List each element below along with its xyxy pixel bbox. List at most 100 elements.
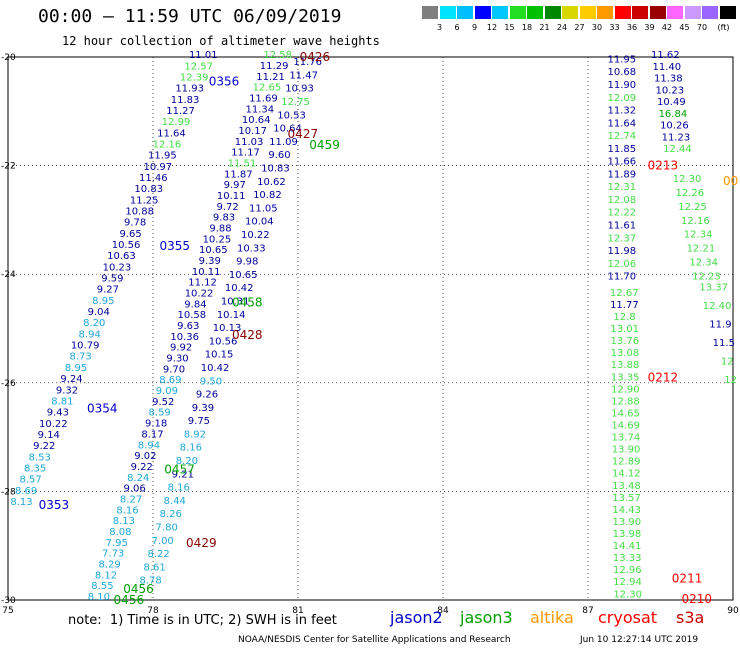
swh-value: 12.90: [611, 384, 640, 395]
legend-swatch: [562, 6, 578, 19]
swh-value: 8.10: [88, 592, 110, 603]
swh-value: 12: [724, 375, 737, 386]
swh-value: 12.08: [608, 195, 637, 206]
swh-value: 10.31: [221, 296, 250, 307]
swh-value: 13.35: [611, 372, 640, 383]
swh-value: 11.66: [608, 157, 637, 168]
legend-label: 9: [471, 23, 478, 32]
swh-value: 14.65: [611, 408, 640, 419]
swh-value: 8.73: [69, 352, 91, 363]
swh-value: 11.32: [608, 106, 637, 117]
swh-value: 10.22: [241, 230, 270, 241]
swh-value: 10.26: [660, 121, 689, 132]
swh-value: 14.41: [613, 541, 642, 552]
swh-value: 10.83: [134, 184, 163, 195]
legend-swatch: [474, 6, 491, 19]
legend-s3a: s3a: [676, 608, 705, 627]
swh-value: 7.95: [106, 538, 128, 549]
legend-label: 70: [696, 23, 708, 32]
track-pass-label: 0427: [288, 127, 319, 141]
swh-value: 8.16: [180, 443, 202, 454]
track-pass-label: 0457: [164, 463, 195, 477]
legend-label: 21: [539, 23, 550, 32]
swh-value: 11.47: [289, 70, 318, 81]
swh-value: 10.11: [192, 267, 221, 278]
swh-value: 10.22: [39, 419, 68, 430]
swh-value: 11.05: [249, 203, 278, 214]
swh-value: 12.09: [608, 93, 637, 104]
swh-value: 10.23: [656, 85, 685, 96]
track-pass-label: 0210: [681, 592, 712, 606]
swh-value: 8.29: [98, 559, 120, 570]
swh-value: 12.21: [687, 244, 716, 255]
swh-value: 11.09: [269, 137, 298, 148]
swh-value: 9.50: [200, 376, 222, 387]
credit-line: NOAA/NESDIS Center for Satellite Applica…: [238, 635, 511, 645]
swh-value: 10.65: [229, 270, 258, 281]
track-pass-label: 0426: [300, 50, 331, 64]
swh-value: 10.42: [225, 283, 254, 294]
swh-value: 9.06: [124, 484, 146, 495]
swh-value: 8.13: [10, 497, 32, 508]
track-pass-label: 0356: [209, 74, 240, 88]
swh-value: 7.00: [152, 536, 174, 547]
swh-value: 10.23: [103, 262, 132, 273]
legend-jason2: jason2: [390, 608, 443, 627]
swh-value: 13.76: [610, 336, 639, 347]
legend-label: 42: [661, 23, 673, 32]
swh-value: 14.43: [612, 505, 641, 516]
legend-swatch: [527, 6, 543, 19]
swh-value: 10.04: [245, 217, 274, 228]
legend-swatch: [667, 6, 683, 19]
swh-value: 8.55: [91, 581, 113, 592]
y-tick-label: -20: [1, 53, 16, 63]
swh-value: 8.53: [29, 452, 51, 463]
swh-value: 8.20: [83, 318, 105, 329]
swh-value: 8.24: [127, 473, 149, 484]
track-pass-label: 0211: [672, 571, 703, 585]
swh-value: 11.90: [608, 80, 637, 91]
swh-value: 10.68: [608, 67, 637, 78]
swh-value: 13.57: [612, 493, 641, 504]
swh-value: 8.59: [149, 408, 171, 419]
y-tick-label: -30: [1, 596, 16, 606]
track-pass-label: 00: [723, 174, 738, 188]
swh-value: 9.27: [97, 285, 119, 296]
swh-value: 10.83: [261, 164, 290, 175]
track-pass-label: 0458: [232, 295, 263, 309]
swh-value: 8.16: [168, 483, 190, 494]
swh-value: 12.74: [608, 131, 637, 142]
legend-label: 39: [644, 23, 655, 32]
swh-value: 9.39: [192, 403, 214, 414]
swh-value: 13.90: [612, 445, 641, 456]
swh-value: 10.62: [257, 177, 286, 188]
legend-label: 18: [521, 23, 533, 32]
swh-value: 9.30: [166, 354, 188, 365]
swh-value: 12.37: [608, 233, 637, 244]
swh-value: 10.22: [185, 289, 214, 300]
x-tick-label: 78: [147, 606, 159, 616]
swh-value: 12.58: [263, 50, 292, 61]
swh-value: 12.34: [689, 258, 718, 269]
swh-value: 12.94: [613, 577, 642, 588]
legend-swatch: [684, 6, 701, 19]
swh-value: 11.61: [608, 221, 637, 232]
swh-value: 11.21: [256, 72, 285, 83]
legend-swatch: [597, 6, 613, 19]
x-tick-label: 90: [727, 606, 739, 616]
legend-label: 45: [679, 23, 690, 32]
swh-value: 10.42: [201, 363, 230, 374]
swh-value: 11.23: [662, 132, 691, 143]
swh-value: 11.62: [651, 50, 680, 61]
swh-value: 11.76: [293, 57, 322, 68]
legend-swatch: [702, 6, 718, 19]
swh-value: 9.75: [188, 416, 210, 427]
swh-value: 9.65: [119, 229, 141, 240]
swh-value: 12.39: [180, 72, 209, 83]
swh-value: 12.34: [684, 230, 713, 241]
swh-value: 11.5: [713, 338, 735, 349]
swh-value: 10.63: [107, 251, 136, 262]
swh-value: 12.40: [703, 301, 732, 312]
swh-value: 8.27: [120, 494, 142, 505]
swh-value: 10.11: [217, 191, 246, 202]
